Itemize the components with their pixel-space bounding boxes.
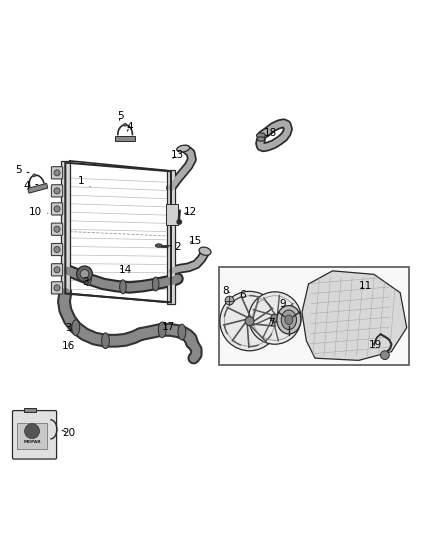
Circle shape bbox=[225, 296, 234, 305]
Text: 15: 15 bbox=[188, 236, 201, 246]
Circle shape bbox=[381, 351, 389, 359]
Circle shape bbox=[54, 266, 60, 273]
Circle shape bbox=[271, 314, 279, 322]
Polygon shape bbox=[302, 271, 407, 360]
Polygon shape bbox=[166, 171, 175, 304]
Text: 20: 20 bbox=[62, 429, 75, 438]
FancyBboxPatch shape bbox=[51, 167, 63, 179]
FancyBboxPatch shape bbox=[51, 185, 63, 197]
Text: 9: 9 bbox=[279, 298, 286, 309]
Text: 12: 12 bbox=[184, 207, 197, 217]
Ellipse shape bbox=[277, 305, 301, 334]
Ellipse shape bbox=[199, 247, 211, 255]
Text: 6: 6 bbox=[240, 290, 246, 300]
Text: 18: 18 bbox=[264, 128, 277, 139]
Ellipse shape bbox=[120, 280, 126, 294]
Circle shape bbox=[177, 220, 181, 224]
Text: 1: 1 bbox=[78, 176, 90, 187]
Text: 3: 3 bbox=[82, 277, 89, 287]
FancyBboxPatch shape bbox=[51, 244, 63, 256]
Ellipse shape bbox=[281, 310, 297, 329]
Circle shape bbox=[25, 424, 39, 439]
Circle shape bbox=[33, 174, 36, 177]
Circle shape bbox=[124, 123, 127, 126]
Text: 19: 19 bbox=[369, 340, 382, 350]
Circle shape bbox=[54, 206, 60, 212]
Polygon shape bbox=[61, 161, 70, 295]
Text: 3: 3 bbox=[65, 322, 72, 333]
Ellipse shape bbox=[152, 277, 159, 291]
Text: 2: 2 bbox=[169, 242, 181, 252]
Bar bbox=[24, 408, 36, 412]
Text: 11: 11 bbox=[359, 281, 372, 291]
Ellipse shape bbox=[158, 322, 166, 338]
Bar bbox=[166, 204, 178, 225]
Text: 7: 7 bbox=[268, 318, 275, 328]
Circle shape bbox=[249, 292, 301, 344]
FancyBboxPatch shape bbox=[12, 410, 57, 459]
Text: 4: 4 bbox=[126, 122, 133, 132]
Ellipse shape bbox=[102, 333, 110, 349]
Ellipse shape bbox=[85, 272, 91, 286]
Text: 17: 17 bbox=[162, 322, 175, 332]
FancyBboxPatch shape bbox=[51, 203, 63, 215]
Ellipse shape bbox=[178, 324, 186, 340]
Text: 4: 4 bbox=[24, 181, 38, 191]
Bar bbox=[17, 423, 47, 449]
Text: 5: 5 bbox=[15, 165, 29, 175]
Ellipse shape bbox=[257, 133, 265, 138]
FancyBboxPatch shape bbox=[51, 264, 63, 276]
Text: 13: 13 bbox=[171, 150, 184, 160]
Circle shape bbox=[245, 317, 254, 326]
Ellipse shape bbox=[257, 137, 265, 141]
Text: MOPAR: MOPAR bbox=[23, 440, 41, 443]
Polygon shape bbox=[115, 136, 135, 141]
Circle shape bbox=[54, 246, 60, 253]
Text: 5: 5 bbox=[117, 111, 124, 121]
Circle shape bbox=[54, 285, 60, 291]
Ellipse shape bbox=[285, 315, 293, 325]
Circle shape bbox=[54, 226, 60, 232]
FancyBboxPatch shape bbox=[51, 282, 63, 294]
Circle shape bbox=[220, 292, 279, 351]
Circle shape bbox=[80, 270, 89, 278]
Polygon shape bbox=[28, 183, 48, 193]
Ellipse shape bbox=[155, 244, 162, 247]
Bar bbox=[219, 266, 409, 365]
Text: 14: 14 bbox=[119, 265, 132, 275]
Text: 16: 16 bbox=[62, 341, 75, 351]
Ellipse shape bbox=[177, 145, 190, 152]
Text: 8: 8 bbox=[222, 286, 230, 295]
Text: 10: 10 bbox=[29, 207, 48, 217]
Circle shape bbox=[54, 188, 60, 194]
Ellipse shape bbox=[72, 320, 80, 335]
FancyBboxPatch shape bbox=[51, 223, 63, 236]
Circle shape bbox=[54, 170, 60, 176]
Circle shape bbox=[77, 266, 92, 282]
